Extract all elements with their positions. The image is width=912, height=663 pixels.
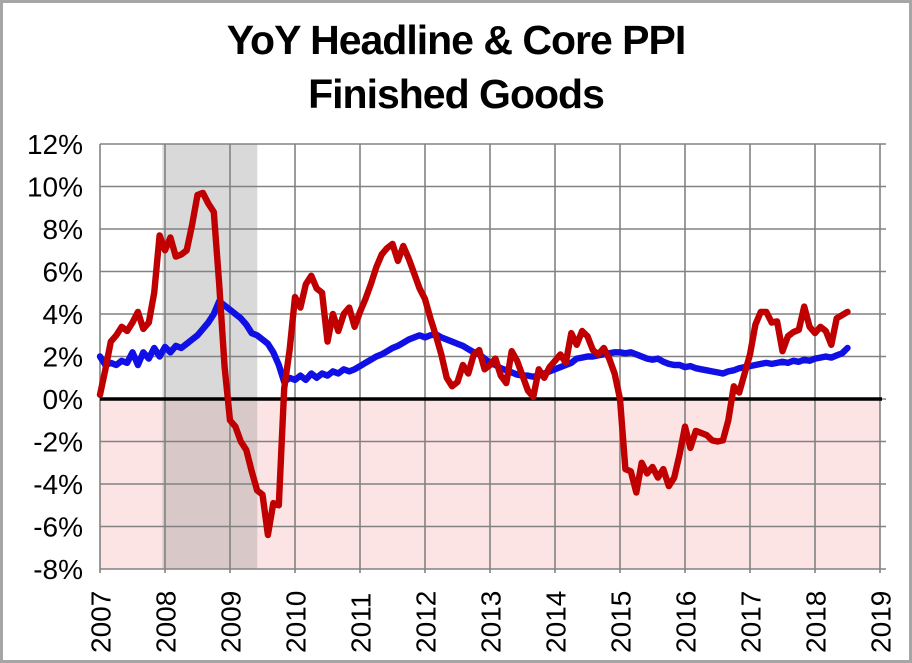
- y-axis-label: 6%: [43, 257, 83, 288]
- chart-title: YoY Headline & Core PPI Finished Goods: [3, 13, 909, 121]
- x-axis-label: 2007: [86, 591, 117, 653]
- x-axis-label: 2012: [411, 591, 442, 653]
- chart-title-line2: Finished Goods: [308, 71, 605, 117]
- y-axis-label: -4%: [33, 469, 83, 500]
- chart-title-line1: YoY Headline & Core PPI: [226, 17, 687, 63]
- y-axis-label: 8%: [43, 214, 83, 245]
- y-axis-label: 0%: [43, 384, 83, 415]
- x-axis-label: 2017: [736, 591, 767, 653]
- chart-canvas: 12% 10% 8% 6% 4% 2% 0% -2% -4% -6% -8%2007 2008 2009…: [27, 129, 897, 653]
- x-axis-label: 2008: [151, 591, 182, 653]
- x-axis-label: 2016: [671, 591, 702, 653]
- y-axis-label: -8%: [33, 554, 83, 585]
- x-axis-label: 2014: [541, 591, 572, 653]
- x-axis-label: 2009: [216, 591, 247, 653]
- y-axis-label: 10%: [27, 172, 83, 203]
- y-axis-label: -2%: [33, 427, 83, 458]
- y-axis-label: -6%: [33, 512, 83, 543]
- x-axis-label: 2013: [476, 591, 507, 653]
- x-axis-label: 2015: [606, 591, 637, 653]
- x-axis-label: 2010: [281, 591, 312, 653]
- headline-ppi-line: [96, 189, 851, 539]
- x-axis-label: 2018: [801, 591, 832, 653]
- x-axis-label: 2011: [346, 593, 377, 653]
- y-axis-label: 2%: [43, 342, 83, 373]
- y-axis-label: 4%: [43, 299, 83, 330]
- x-axis-label: 2019: [866, 591, 897, 653]
- y-axis-label: 12%: [27, 129, 83, 160]
